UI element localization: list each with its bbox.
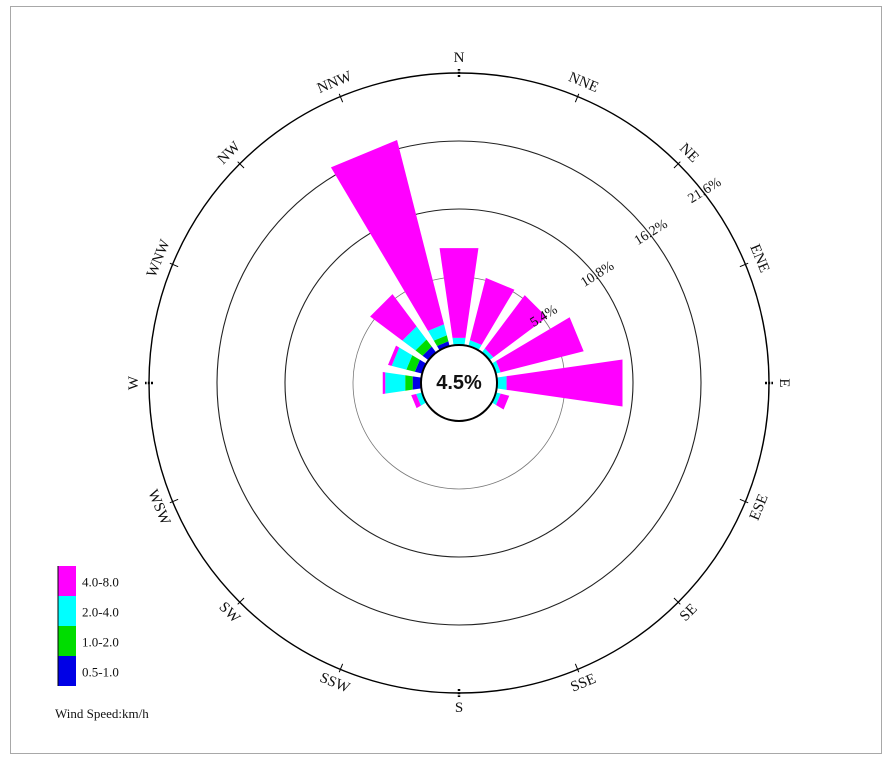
petal-w-bin-3 bbox=[385, 372, 406, 394]
legend-title: Wind Speed:km/h bbox=[55, 706, 149, 721]
direction-label-se: SE bbox=[677, 601, 701, 625]
tick-nnw bbox=[338, 93, 344, 103]
calm-circle bbox=[420, 344, 498, 422]
tick-sse bbox=[574, 663, 580, 673]
legend-swatch-2.0-4.0 bbox=[58, 596, 76, 626]
petal-n-bin-3 bbox=[452, 337, 466, 346]
direction-label-sse: SSE bbox=[568, 671, 598, 696]
petal-e-bin-3 bbox=[496, 376, 507, 390]
tick-ene bbox=[739, 262, 749, 268]
direction-label-nne: NNE bbox=[566, 69, 601, 96]
ring-3 bbox=[216, 140, 702, 626]
petal-w-bin-2 bbox=[405, 375, 413, 391]
calm-percentage: 4.5% bbox=[436, 372, 482, 394]
petal-ese-bin-4 bbox=[496, 393, 510, 410]
petal-nne-bin-3 bbox=[468, 340, 482, 351]
petal-e-bin-4 bbox=[506, 359, 623, 407]
petal-wsw-bin-3 bbox=[416, 392, 427, 406]
direction-label-e: E bbox=[776, 378, 792, 387]
legend-items: 4.0-8.0 2.0-4.0 1.0-2.0 0.5-1.0 bbox=[57, 566, 119, 686]
ring-label-group: 5.4%10.8%16.2%21.6% bbox=[528, 175, 725, 331]
direction-label-ese: ESE bbox=[747, 492, 772, 523]
legend-label-0.5-1.0: 0.5-1.0 bbox=[82, 665, 119, 680]
petal-ese-bin-3 bbox=[491, 392, 501, 405]
petal-ne-bin-4 bbox=[484, 295, 547, 358]
tick-se bbox=[673, 597, 681, 605]
calm-group: 4.5% bbox=[420, 344, 498, 422]
petal-nw-bin-1 bbox=[422, 346, 437, 361]
direction-label-ssw: SSW bbox=[317, 670, 352, 697]
petal-nnw-bin-4 bbox=[330, 139, 445, 331]
tick-nw bbox=[237, 161, 245, 169]
petal-wnw-bin-2 bbox=[406, 355, 420, 372]
direction-label-s: S bbox=[455, 700, 463, 716]
legend-swatch-4.0-8.0 bbox=[58, 566, 76, 596]
tick-wnw bbox=[169, 262, 179, 268]
legend-label-1.0-2.0: 1.0-2.0 bbox=[82, 635, 119, 650]
tick-group bbox=[145, 69, 773, 697]
petal-nw-bin-4 bbox=[370, 294, 417, 341]
tick-wsw bbox=[169, 498, 179, 504]
petal-nne-bin-4 bbox=[469, 277, 515, 345]
petal-wnw-bin-4 bbox=[388, 345, 400, 366]
legend-label-2.0-4.0: 2.0-4.0 bbox=[82, 605, 119, 620]
ring-label-4: 21.6% bbox=[686, 175, 725, 207]
petal-nnw-bin-1 bbox=[437, 341, 450, 351]
petal-n-bin-4 bbox=[439, 248, 479, 338]
petal-w-bin-4 bbox=[382, 372, 386, 394]
legend-swatch-1.0-2.0 bbox=[58, 626, 76, 656]
petal-nnw-bin-2 bbox=[433, 335, 449, 346]
tick-sw bbox=[237, 597, 245, 605]
tick-ne bbox=[673, 161, 681, 169]
petal-nw-bin-2 bbox=[415, 339, 432, 356]
petal-group bbox=[330, 139, 623, 410]
direction-label-n: N bbox=[454, 50, 465, 66]
petal-ne-bin-3 bbox=[481, 348, 494, 361]
legend-swatch-0.5-1.0 bbox=[58, 656, 76, 686]
petal-wnw-bin-3 bbox=[391, 347, 413, 370]
ring-label-2: 10.8% bbox=[578, 259, 617, 291]
petal-w-bin-1 bbox=[412, 376, 422, 390]
petal-ene-bin-3 bbox=[491, 361, 501, 374]
petal-wsw-bin-4 bbox=[411, 393, 421, 409]
petal-nnw-bin-3 bbox=[428, 324, 447, 341]
direction-label-ene: ENE bbox=[746, 242, 772, 275]
petal-nw-bin-3 bbox=[402, 326, 427, 351]
tick-ssw bbox=[338, 663, 344, 673]
tick-nne bbox=[574, 93, 580, 103]
legend: 4.0-8.0 2.0-4.0 1.0-2.0 0.5-1.0 Wind Speed:… bbox=[55, 566, 149, 721]
petal-ene-bin-4 bbox=[496, 317, 584, 373]
legend-label-4.0-8.0: 4.0-8.0 bbox=[82, 575, 119, 590]
tick-ese bbox=[739, 498, 749, 504]
direction-label-w: W bbox=[126, 375, 142, 390]
ring-2 bbox=[284, 208, 634, 558]
ring-label-3: 16.2% bbox=[632, 217, 671, 249]
